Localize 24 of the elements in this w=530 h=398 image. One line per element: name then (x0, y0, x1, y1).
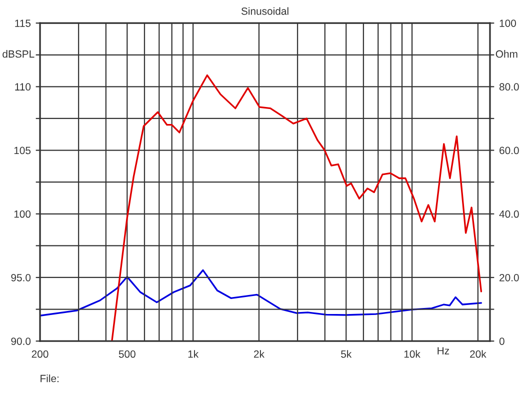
x-tick-label: 200 (32, 350, 48, 358)
y2-tick-label: 40.0 (499, 210, 519, 218)
y-tick-label: 115 (15, 20, 31, 27)
x-tick-label: 5k (341, 350, 352, 358)
y-tick-label: 90.0 (11, 338, 31, 345)
x-tick-label: 500 (118, 350, 136, 358)
y-tick-label: 95.0 (11, 274, 31, 282)
y-tick-label: 110 (15, 83, 31, 91)
y2-tick-label: 100 (500, 20, 516, 27)
y-tick-label: 100 (14, 210, 31, 218)
y2-tick-label: 20.0 (500, 274, 519, 282)
y2-tick-label: 60.0 (500, 146, 519, 154)
y-tick-label: 105 (14, 146, 31, 154)
text: File: (40, 374, 58, 382)
y2-axis-title: Ohm (496, 50, 518, 58)
x-tick-label: 1k (188, 350, 199, 358)
x-tick-label: 2k (254, 350, 264, 358)
chart-title: Sinusoidal (241, 7, 288, 15)
x-tick-label: 10k (404, 350, 420, 358)
x-tick-label: 20k (470, 350, 486, 358)
x-axis-title: Hz (438, 347, 450, 354)
y-axis-title: dBSPL (2, 50, 34, 58)
y2-tick-label: 80.0 (499, 83, 519, 91)
y2-tick-label: 0 (499, 338, 504, 345)
